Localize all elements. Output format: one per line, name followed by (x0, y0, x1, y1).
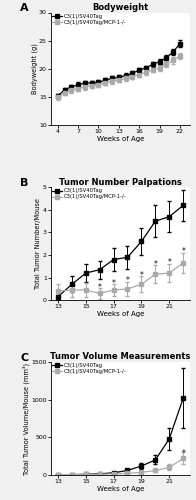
Text: *: * (167, 258, 171, 268)
Text: C: C (20, 353, 28, 363)
Text: *: * (98, 282, 102, 292)
Text: *: * (112, 278, 115, 287)
Y-axis label: Total Tumor Number/Mouse: Total Tumor Number/Mouse (35, 198, 41, 289)
X-axis label: Weeks of Age: Weeks of Age (97, 310, 144, 316)
Title: Bodyweight: Bodyweight (93, 2, 149, 12)
Title: Tumor Number Palpations: Tumor Number Palpations (59, 178, 182, 186)
Text: *: * (153, 260, 157, 268)
Y-axis label: Total Tumor Volume/Mouse (mm³): Total Tumor Volume/Mouse (mm³) (22, 362, 30, 474)
Legend: C3(1)/SV40Tag, C3(1)/SV40Tag/MCP-1-/-: C3(1)/SV40Tag, C3(1)/SV40Tag/MCP-1-/- (52, 364, 126, 374)
Text: *: * (181, 247, 185, 256)
Legend: C3(1)/SV40Tag, C3(1)/SV40Tag/MCP-1-/-: C3(1)/SV40Tag, C3(1)/SV40Tag/MCP-1-/- (52, 14, 126, 24)
Title: Tumor Volume Measurements: Tumor Volume Measurements (50, 352, 191, 362)
Legend: C3(1)/SV40Tag, C3(1)/SV40Tag/MCP-1-/-: C3(1)/SV40Tag, C3(1)/SV40Tag/MCP-1-/- (52, 188, 126, 200)
Text: *: * (126, 276, 129, 285)
Text: A: A (20, 4, 29, 14)
Y-axis label: Bodyweight (g): Bodyweight (g) (31, 44, 37, 94)
X-axis label: Weeks of Age: Weeks of Age (97, 136, 144, 142)
Text: *: * (140, 271, 143, 280)
Text: *: * (181, 450, 185, 458)
Text: B: B (20, 178, 29, 188)
X-axis label: Weeks of Age: Weeks of Age (97, 486, 144, 492)
